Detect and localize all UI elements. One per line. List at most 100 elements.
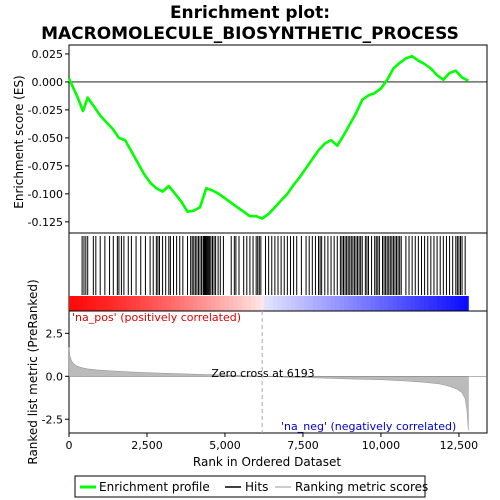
x-tick-label: 7,500 — [287, 439, 319, 452]
heatmap-cell — [175, 296, 181, 311]
heatmap-cell — [401, 296, 407, 311]
heatmap-cell — [388, 296, 394, 311]
heatmap-cell — [383, 296, 389, 311]
metric-y-axis-label: Ranked list metric (PreRanked) — [26, 279, 40, 464]
heatmap-cell — [317, 296, 323, 311]
x-tick-label: 5,000 — [209, 439, 241, 452]
heatmap-cell — [446, 296, 452, 311]
es-plot-frame — [68, 44, 488, 234]
metric-y-tick-label: -2.5 — [42, 413, 63, 426]
heatmap-cell — [193, 296, 199, 311]
es-y-tick-label: -0.075 — [28, 160, 63, 173]
heatmap-cell — [233, 296, 239, 311]
heatmap-cell — [126, 296, 132, 311]
heatmap-cell — [348, 296, 354, 311]
es-y-tick-label: -0.025 — [28, 104, 63, 117]
heatmap-cell — [69, 296, 74, 311]
heatmap-cell — [259, 296, 265, 311]
heatmap-cell — [228, 296, 234, 311]
x-tick-label: 12,500 — [440, 439, 479, 452]
heatmap-cell — [295, 296, 301, 311]
heatmap-cell — [366, 296, 372, 311]
heatmap-cell — [215, 296, 221, 311]
heatmap-cell — [330, 296, 336, 311]
heatmap-cell — [290, 296, 296, 311]
heatmap-cell — [321, 296, 327, 311]
heatmap-cell — [277, 296, 283, 311]
metric-panel: 2.5 0.0 -2.5 — [42, 310, 488, 434]
heatmap-cell — [406, 296, 412, 311]
es-y-tick-label: -0.100 — [28, 188, 63, 201]
heatmap-cell — [100, 296, 105, 311]
heatmap-cell — [117, 296, 123, 311]
chart-title-line1: Enrichment plot: — [170, 3, 330, 23]
heatmap-cell — [82, 296, 88, 311]
heatmap-cell — [188, 296, 194, 311]
heatmap-cell — [281, 296, 287, 311]
heatmap-cell — [86, 296, 92, 311]
heatmap-cell — [139, 296, 145, 311]
heatmap-cell — [273, 296, 279, 311]
heatmap-cell — [304, 296, 310, 311]
heatmap-cell — [179, 296, 185, 311]
heatmap-cell — [335, 296, 341, 311]
heatmap-cell — [95, 296, 101, 311]
heatmap-cell — [268, 296, 274, 311]
es-y-tick-label: -0.125 — [28, 216, 63, 229]
x-axis-label: Rank in Ordered Dataset — [193, 455, 341, 469]
heatmap-cell — [392, 296, 398, 311]
heatmap-cell — [375, 296, 381, 311]
zero-cross-label: Zero cross at 6193 — [211, 367, 314, 380]
heatmap-cell — [450, 296, 456, 311]
positive-correlation-label: 'na_pos' (positively correlated) — [72, 311, 241, 324]
heatmap-cell — [379, 296, 385, 311]
heatmap-cell — [415, 296, 420, 311]
chart-title-line2: MACROMOLECULE_BIOSYNTHETIC_PROCESS — [41, 24, 459, 44]
heatmap-cell — [344, 296, 349, 311]
heatmap-cell — [73, 296, 79, 311]
legend-box — [74, 475, 426, 498]
heatmap-cell — [410, 296, 416, 311]
x-tick-label: 0 — [66, 439, 73, 452]
heatmap-cell — [432, 296, 438, 311]
legend: Enrichment profile Hits Ranking metric s… — [74, 475, 428, 498]
x-tick-label: 10,000 — [362, 439, 401, 452]
heatmap-cell — [419, 296, 425, 311]
heatmap-cell — [148, 296, 154, 311]
heatmap-cell — [224, 296, 230, 311]
heatmap-cell — [197, 296, 203, 311]
heatmap-cell — [144, 296, 150, 311]
heatmap-cell — [339, 296, 345, 311]
heatmap-cell — [437, 296, 443, 311]
heatmap-cell — [454, 296, 460, 311]
heatmap-cell — [237, 296, 243, 311]
heatmap-cell — [423, 296, 429, 311]
es-panel: 0.025 0.000 -0.025 -0.050 -0.075 -0.100 -0.125 — [28, 44, 488, 234]
legend-metric-label: Ranking metric scores — [295, 480, 428, 494]
heatmap-cell — [326, 296, 332, 311]
heatmap-cell — [246, 296, 252, 311]
legend-hits-label: Hits — [245, 480, 268, 494]
heatmap-cell — [250, 296, 256, 311]
heatmap-cell — [113, 296, 119, 311]
heatmap-cell — [441, 296, 447, 311]
heatmap-cell — [131, 296, 137, 311]
heatmap-cell — [219, 296, 225, 311]
negative-correlation-label: 'na_neg' (negatively correlated) — [281, 420, 456, 433]
heatmap-cell — [162, 296, 168, 311]
heatmap-cell — [428, 296, 434, 311]
heatmap-cell — [166, 296, 172, 311]
heatmap-cell — [210, 296, 216, 311]
heatmap-cell — [171, 296, 176, 311]
heatmap-cell — [357, 296, 363, 311]
heatmap-cell — [104, 296, 110, 311]
es-y-tick-label: 0.000 — [32, 76, 64, 89]
heatmap-cell — [153, 296, 159, 311]
heatmap-cell — [361, 296, 367, 311]
metric-plot-frame — [68, 310, 488, 434]
heatmap-cell — [135, 296, 141, 311]
heatmap-cell — [463, 296, 469, 311]
x-axis: 0 2,500 5,000 7,500 10,000 12,500 — [66, 433, 479, 452]
heatmap-cell — [299, 296, 305, 311]
es-y-tick-label: 0.025 — [32, 48, 64, 61]
